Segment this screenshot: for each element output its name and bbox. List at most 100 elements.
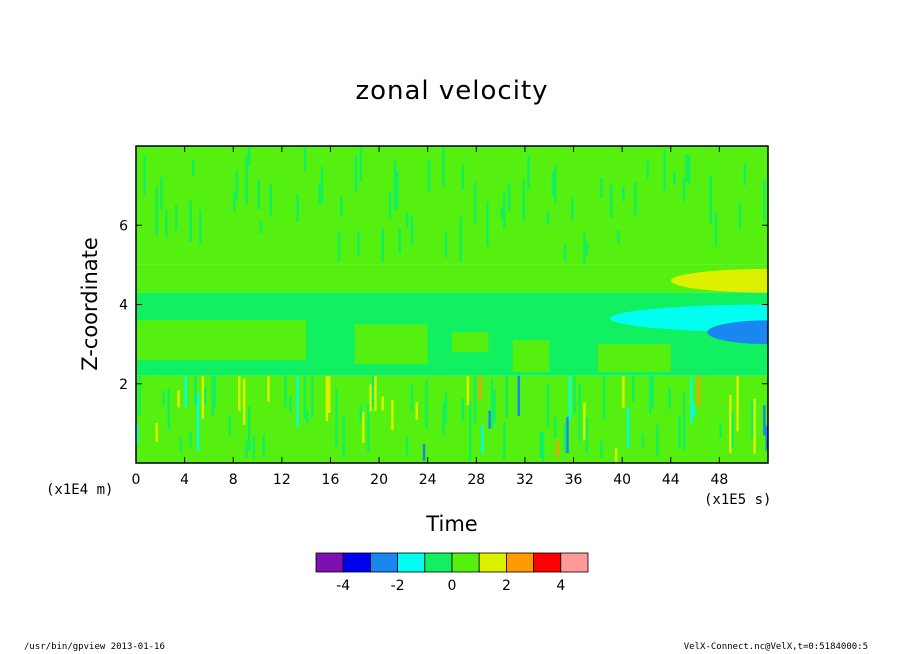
colorbar-segment bbox=[315, 552, 344, 573]
heatmap-streak bbox=[138, 375, 141, 416]
heatmap-streak bbox=[191, 394, 195, 448]
heatmap-streak bbox=[259, 221, 263, 234]
heatmap-streak bbox=[335, 389, 338, 447]
heatmap-streak bbox=[704, 375, 708, 404]
heatmap-streak bbox=[709, 175, 713, 225]
heatmap-streak bbox=[357, 403, 360, 439]
heatmap-streak bbox=[323, 220, 326, 260]
x-tick-label: 48 bbox=[710, 472, 728, 488]
heatmap-streak bbox=[393, 161, 397, 211]
colorbar-tick-label: 4 bbox=[556, 578, 565, 594]
heatmap-streak bbox=[245, 440, 248, 458]
heatmap-streak bbox=[760, 417, 764, 432]
heatmap-streak bbox=[469, 401, 472, 461]
heatmap-streak bbox=[396, 170, 399, 209]
heatmap-streak bbox=[359, 404, 363, 423]
heatmap-streak bbox=[267, 375, 270, 402]
heatmap-streak bbox=[481, 424, 484, 453]
heatmap-streak bbox=[714, 425, 717, 459]
heatmap-streak bbox=[179, 437, 183, 454]
heatmap-streak bbox=[641, 433, 645, 448]
heatmap-streak bbox=[366, 404, 370, 453]
heatmap-streak bbox=[653, 387, 657, 435]
heatmap-streak bbox=[342, 415, 346, 458]
heatmap-streak bbox=[233, 191, 236, 212]
heatmap-streak bbox=[646, 161, 649, 179]
heatmap-streak bbox=[247, 146, 251, 167]
heatmap-streak bbox=[191, 159, 195, 177]
heatmap-streak bbox=[539, 431, 542, 458]
heatmap-streak bbox=[155, 422, 158, 442]
heatmap-streak bbox=[306, 410, 309, 424]
heatmap-streak bbox=[556, 440, 559, 458]
x-tick-label: 24 bbox=[419, 472, 437, 488]
heatmap-streak bbox=[437, 149, 440, 201]
heatmap-streak bbox=[296, 375, 299, 428]
heatmap-streak bbox=[753, 398, 756, 454]
heatmap-streak bbox=[415, 401, 418, 420]
heatmap-streak bbox=[357, 231, 360, 258]
heatmap-streak bbox=[573, 375, 576, 413]
heatmap-streak bbox=[184, 375, 188, 407]
footer-program-date: /usr/bin/gpview 2013-01-16 bbox=[24, 642, 165, 652]
heatmap-streak bbox=[488, 410, 491, 429]
heatmap-streak bbox=[763, 179, 766, 222]
heatmap-streak bbox=[337, 231, 341, 262]
heatmap-streak bbox=[692, 404, 696, 417]
heatmap-streak bbox=[490, 377, 494, 429]
heatmap-streak bbox=[182, 420, 185, 454]
heatmap-streak bbox=[228, 414, 231, 435]
heatmap-streak bbox=[257, 178, 260, 210]
heatmap-streak bbox=[296, 194, 299, 222]
heatmap-streak bbox=[522, 178, 525, 222]
heatmap-streak bbox=[425, 162, 428, 198]
heatmap-band bbox=[136, 375, 768, 463]
heatmap-streak bbox=[289, 395, 292, 413]
x-tick-label: 8 bbox=[229, 472, 238, 488]
heatmap-streak bbox=[617, 230, 620, 244]
x-tick-label: 32 bbox=[516, 472, 534, 488]
heatmap-streak bbox=[369, 384, 372, 412]
heatmap-streak bbox=[136, 422, 139, 445]
heatmap-streak bbox=[381, 396, 384, 411]
heatmap-streak bbox=[486, 201, 489, 247]
heatmap-streak bbox=[437, 394, 440, 428]
heatmap-streak bbox=[648, 375, 652, 414]
heatmap-streak bbox=[507, 182, 511, 211]
colorbar-tick-label: -4 bbox=[336, 578, 350, 594]
heatmap-streak bbox=[247, 406, 251, 451]
colorbar-tick-label: 0 bbox=[448, 578, 457, 594]
heatmap-streak bbox=[585, 417, 589, 454]
colorbar-segment bbox=[451, 552, 480, 573]
heatmap-streak bbox=[619, 392, 623, 424]
heatmap-streak bbox=[439, 375, 443, 404]
heatmap-streak bbox=[199, 209, 202, 245]
heatmap-streak bbox=[546, 211, 550, 225]
heatmap-streak bbox=[235, 170, 239, 200]
heatmap-streak bbox=[325, 170, 329, 216]
heatmap-streak bbox=[719, 423, 722, 439]
heatmap-streak bbox=[483, 375, 487, 401]
heatmap-streak bbox=[442, 402, 445, 435]
heatmap-streak bbox=[750, 402, 754, 438]
heatmap-streak bbox=[627, 406, 630, 448]
heatmap-streak bbox=[196, 393, 200, 452]
heatmap-streak bbox=[697, 375, 700, 406]
heatmap-streak bbox=[627, 181, 630, 204]
heatmap-band bbox=[136, 264, 768, 293]
heatmap-streak bbox=[165, 375, 168, 405]
heatmap-streak bbox=[167, 388, 171, 430]
x-axis-unit: (x1E5 s) bbox=[704, 492, 772, 508]
heatmap-streak bbox=[413, 378, 416, 427]
heatmap-streak bbox=[712, 406, 715, 443]
heatmap-streak bbox=[665, 172, 669, 193]
heatmap-streak bbox=[359, 146, 363, 183]
y-axis-label: Z-coordinate bbox=[78, 237, 102, 371]
heatmap-streak bbox=[473, 376, 477, 424]
heatmap-streak bbox=[238, 375, 241, 411]
heatmap-streak bbox=[206, 146, 209, 180]
heatmap-streak bbox=[731, 412, 734, 449]
heatmap-streak bbox=[600, 178, 603, 198]
heatmap-streak bbox=[189, 200, 192, 242]
heatmap-patch bbox=[136, 320, 307, 360]
